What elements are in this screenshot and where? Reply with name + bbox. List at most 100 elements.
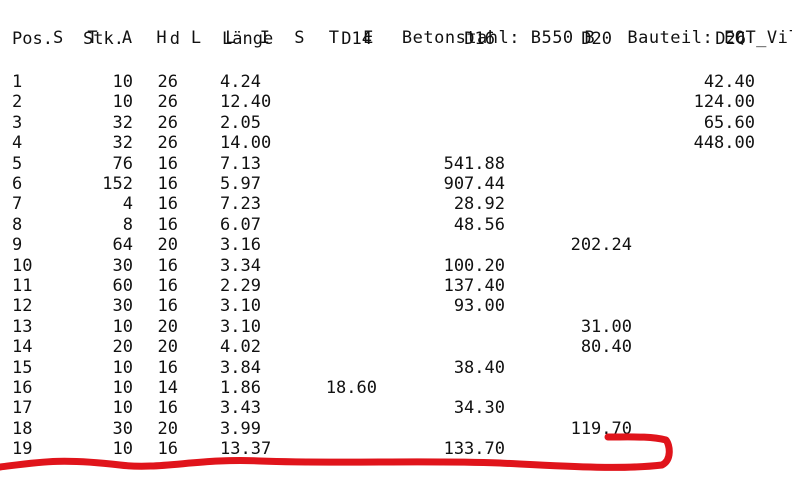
cell-pos: 17	[12, 398, 33, 418]
header-d20: D20	[581, 29, 612, 49]
cell-laenge: 7.13	[220, 154, 261, 174]
cell-laenge: 12.40	[220, 92, 272, 112]
cell-laenge: 7.23	[220, 194, 261, 214]
list-heading: S T A H L L I S T E	[52, 28, 381, 48]
cell-stk: 152	[102, 174, 133, 194]
cell-pos: 18	[12, 419, 33, 439]
cell-pos: 15	[12, 358, 33, 378]
cell-d: 16	[157, 276, 178, 296]
cell-pos: 6	[12, 174, 23, 194]
cell-d26: 65.60	[703, 113, 755, 133]
cell-d16: 34.30	[453, 398, 505, 418]
cell-d26: 42.40	[703, 72, 755, 92]
cell-stk: 10	[112, 398, 133, 418]
cell-stk: 10	[112, 72, 133, 92]
cell-d20: 80.40	[580, 337, 632, 357]
cell-pos: 12	[12, 296, 33, 316]
cell-d: 16	[157, 398, 178, 418]
cell-laenge: 2.29	[220, 276, 261, 296]
cell-d: 14	[157, 378, 178, 398]
red-underline-stroke	[0, 433, 673, 471]
cell-d: 16	[157, 296, 178, 316]
cell-d16: 48.56	[453, 215, 505, 235]
cell-d: 16	[157, 154, 178, 174]
cell-d: 16	[157, 358, 178, 378]
cell-laenge: 6.07	[220, 215, 261, 235]
cell-pos: 11	[12, 276, 33, 296]
header-d: d	[169, 29, 180, 49]
cell-stk: 10	[112, 358, 133, 378]
cell-pos: 1	[12, 72, 23, 92]
cell-stk: 30	[112, 419, 133, 439]
header-d26: D26	[715, 29, 746, 49]
cell-d16: 93.00	[453, 296, 505, 316]
cell-d: 20	[157, 419, 178, 439]
cell-d: 16	[157, 256, 178, 276]
cell-stk: 76	[112, 154, 133, 174]
cell-laenge: 3.84	[220, 358, 261, 378]
cell-pos: 9	[12, 235, 23, 255]
cell-d14: 18.60	[325, 378, 377, 398]
header-d16: D16	[464, 29, 495, 49]
cell-laenge: 3.99	[220, 419, 261, 439]
cell-stk: 32	[112, 133, 133, 153]
header-laenge: Länge	[222, 29, 274, 49]
cell-d: 20	[157, 317, 178, 337]
cell-laenge: 3.10	[220, 317, 261, 337]
header-stk: Stk.	[83, 29, 124, 49]
cell-d16: 133.70	[443, 439, 505, 459]
cell-d: 16	[157, 215, 178, 235]
cell-d: 16	[157, 194, 178, 214]
cell-pos: 5	[12, 154, 23, 174]
cell-stk: 10	[112, 92, 133, 112]
cell-stk: 32	[112, 113, 133, 133]
cell-d: 16	[157, 439, 178, 459]
cell-d16: 100.20	[443, 256, 505, 276]
cell-d16: 28.92	[453, 194, 505, 214]
cell-d26: 448.00	[693, 133, 755, 153]
cell-laenge: 1.86	[220, 378, 261, 398]
cell-pos: 14	[12, 337, 33, 357]
cell-laenge: 13.37	[220, 439, 272, 459]
cell-laenge: 3.43	[220, 398, 261, 418]
cell-pos: 16	[12, 378, 33, 398]
cell-laenge: 3.34	[220, 256, 261, 276]
cell-stk: 30	[112, 296, 133, 316]
cell-stk: 30	[112, 256, 133, 276]
cell-laenge: 5.97	[220, 174, 261, 194]
cell-laenge: 4.02	[220, 337, 261, 357]
cell-stk: 10	[112, 439, 133, 459]
cell-d: 26	[157, 133, 178, 153]
material-spec: Betonstahl: B550 B	[401, 28, 596, 48]
cell-pos: 3	[12, 113, 23, 133]
cell-stk: 64	[112, 235, 133, 255]
header-d14: D14	[341, 29, 372, 49]
cell-pos: 19	[12, 439, 33, 459]
cell-d: 20	[157, 337, 178, 357]
cell-stk: 8	[122, 215, 133, 235]
component-name: Bauteil: EQT_Villach	[627, 28, 792, 48]
cell-d26: 124.00	[693, 92, 755, 112]
cell-pos: 2	[12, 92, 23, 112]
cell-d: 20	[157, 235, 178, 255]
cell-d16: 137.40	[443, 276, 505, 296]
cell-stk: 20	[112, 337, 133, 357]
header-pos: Pos.	[12, 29, 53, 49]
cell-laenge: 14.00	[220, 133, 272, 153]
cell-d: 26	[157, 72, 178, 92]
cell-stk: 4	[122, 194, 133, 214]
cell-d: 26	[157, 113, 178, 133]
cell-d20: 202.24	[570, 235, 632, 255]
cell-laenge: 4.24	[220, 72, 261, 92]
cell-d16: 907.44	[443, 174, 505, 194]
cell-d: 26	[157, 92, 178, 112]
title-line: S T A H L L I S T E Betonstahl: B550 B B…	[10, 8, 792, 68]
cell-pos: 8	[12, 215, 23, 235]
cell-laenge: 2.05	[220, 113, 261, 133]
cell-stk: 60	[112, 276, 133, 296]
cell-pos: 10	[12, 256, 33, 276]
cell-pos: 13	[12, 317, 33, 337]
cell-laenge: 3.16	[220, 235, 261, 255]
